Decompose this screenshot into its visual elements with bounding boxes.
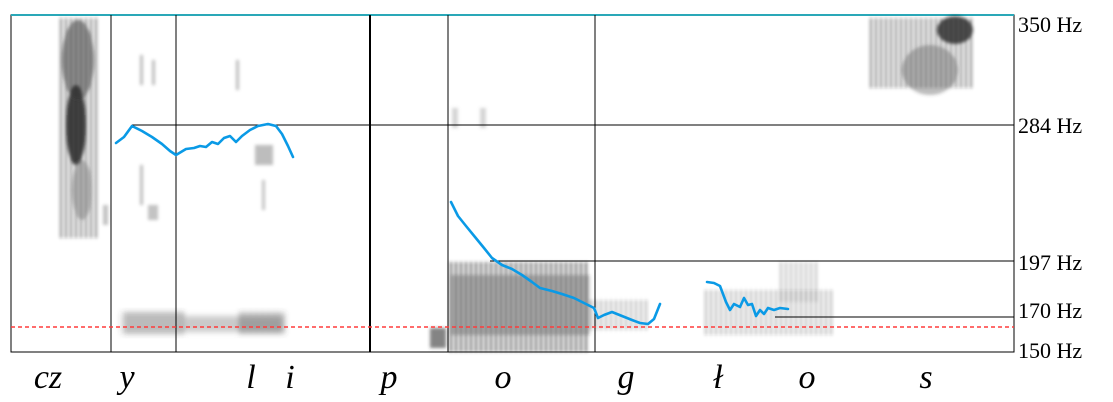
spectrogram-yl-specks <box>103 55 273 225</box>
pitch-contours <box>114 122 790 326</box>
pitch-contour-pogl <box>449 200 662 326</box>
segment-label-l: l <box>246 359 256 396</box>
spectrogram-y-l-lowband <box>122 312 284 334</box>
spectrogram-s <box>870 16 975 95</box>
segment-label-o1: o <box>494 359 512 396</box>
segment-label-y: y <box>119 359 135 396</box>
segment-label-s: s <box>919 359 933 396</box>
segment-label-p: p <box>380 359 398 396</box>
spectrogram-o <box>450 262 650 352</box>
spectrogram-cz <box>58 18 98 238</box>
segment-label-g: g <box>617 359 635 396</box>
freq-label-197: 197 Hz <box>1018 250 1083 275</box>
freq-label-284: 284 Hz <box>1018 113 1083 138</box>
segment-label-o2: o <box>798 359 816 396</box>
freq-label-170: 170 Hz <box>1018 298 1083 323</box>
spectrogram-p <box>430 108 486 348</box>
reference-lines <box>132 124 1014 318</box>
segment-label-cz: cz <box>33 359 63 396</box>
segment-boundaries <box>110 15 596 352</box>
pitch-contour-yli <box>114 122 295 159</box>
segment-label-l-stroke: ł <box>713 359 723 396</box>
spectrogram <box>58 16 975 352</box>
freq-label-350: 350 Hz <box>1018 12 1083 37</box>
segment-label-i: i <box>285 359 295 396</box>
freq-label-150: 150 Hz <box>1018 338 1083 363</box>
pitch-contour-lo <box>705 280 790 318</box>
